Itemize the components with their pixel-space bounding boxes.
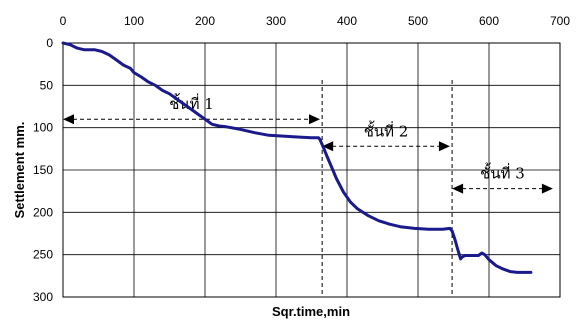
x-tick-label: 200 — [195, 14, 215, 28]
y-tick-label: 200 — [33, 205, 53, 219]
arrowhead-left — [322, 141, 334, 152]
layer-annotations: ชั้นที่ 1 ชั้นที่ 2 ชั้นที่ 3 — [63, 93, 553, 194]
arrowhead-right — [438, 141, 450, 152]
x-tick-label: 700 — [550, 14, 570, 28]
x-tick-label: 500 — [408, 14, 428, 28]
annotation-label: ชั้นที่ 1 — [169, 93, 214, 113]
layer-boundary-markers — [321, 80, 453, 297]
arrowhead-right — [309, 114, 321, 125]
x-tick-label: 0 — [60, 14, 67, 28]
y-tick-label: 300 — [33, 290, 53, 304]
x-tick-label: 300 — [266, 14, 286, 28]
arrowhead-right — [541, 183, 553, 194]
x-tick-label: 100 — [124, 14, 144, 28]
gridlines — [63, 43, 560, 297]
y-tick-label: 50 — [40, 78, 54, 92]
x-axis-title: Sqr.time,min — [272, 304, 350, 319]
y-axis-title: Settlement mm. — [12, 122, 27, 219]
y-tick-label: 250 — [33, 248, 53, 262]
x-tick-labels: 0 100 200 300 400 500 600 700 — [60, 14, 571, 28]
settlement-series-line — [61, 41, 533, 274]
y-tick-label: 150 — [33, 163, 53, 177]
y-tick-label: 0 — [46, 36, 53, 50]
annotation-label: ชั้นที่ 3 — [480, 163, 525, 183]
y-tick-labels: 0 50 100 150 200 250 300 — [33, 36, 53, 304]
arrowhead-left — [452, 183, 464, 194]
y-tick-label: 100 — [33, 121, 53, 135]
arrowhead-left — [63, 114, 74, 125]
series-group — [61, 41, 533, 274]
annotation-label: ชั้นที่ 2 — [364, 120, 409, 140]
x-tick-label: 400 — [337, 14, 357, 28]
x-tick-label: 600 — [479, 14, 499, 28]
